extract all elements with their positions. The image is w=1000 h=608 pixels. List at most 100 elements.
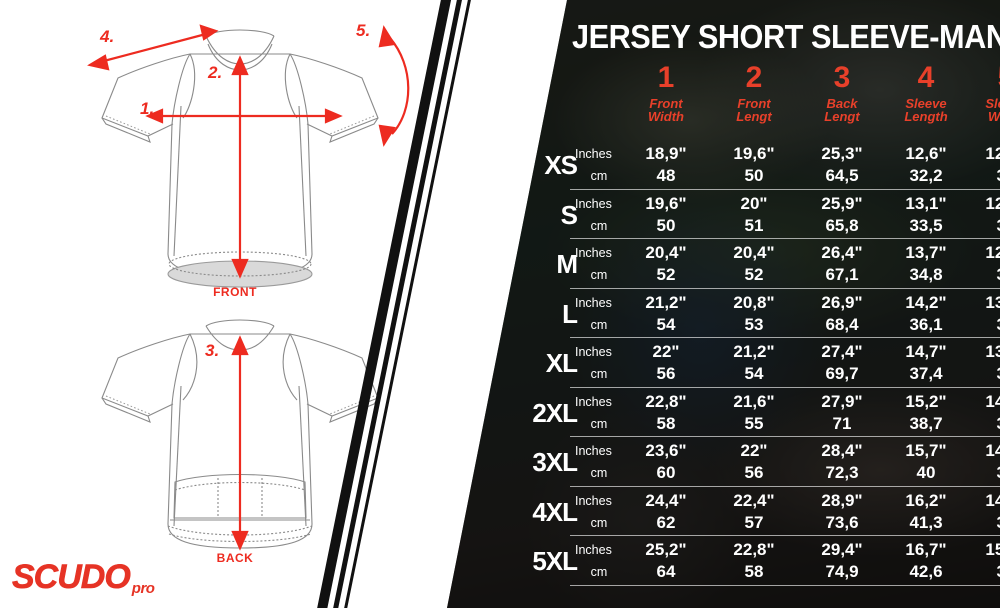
size-label: 5XL	[532, 546, 578, 576]
value-cm: 64	[656, 562, 676, 581]
value-cm: 53	[744, 314, 764, 334]
size-label: L	[562, 298, 578, 329]
value-cm: 38,7	[909, 413, 943, 433]
unit-inches: Inches	[575, 543, 612, 557]
column-header-5: 5 Sleeve Width	[963, 62, 1000, 124]
value-inches: 14,9"	[985, 490, 1000, 510]
value-inches: 13,7"	[985, 342, 1000, 361]
value-cell: 25,9" 65,8	[799, 193, 885, 237]
unit-inches: Inches	[575, 147, 612, 161]
value-cell: 22" 56	[711, 440, 797, 484]
value-cell: 14,9" 38	[963, 490, 1000, 534]
value-cm: 55	[744, 413, 764, 433]
value-cm: 58	[744, 562, 764, 581]
value-inches: 21,2"	[733, 342, 775, 361]
jersey-diagram-panel: 4. 1. 2. 5. FRONT	[0, 0, 470, 608]
column-label: Front Width	[648, 96, 684, 124]
value-inches: 22"	[740, 441, 768, 460]
row-separator	[570, 337, 1000, 338]
unit-labels: Inches cm	[575, 292, 623, 336]
value-cm: 33,5	[909, 215, 943, 235]
unit-inches: Inches	[575, 295, 612, 310]
value-inches: 16,7"	[905, 540, 947, 559]
row-separator	[570, 584, 1000, 586]
value-inches: 22,4"	[733, 490, 775, 510]
back-view-label: BACK	[216, 551, 254, 565]
value-cm: 72,3	[825, 463, 859, 482]
value-inches: 25,3"	[821, 144, 863, 163]
value-cell: 28,4" 72,3	[799, 440, 885, 484]
front-view-label: FRONT	[213, 285, 257, 299]
marker-4-label: 4.	[99, 27, 114, 46]
value-inches: 20,4"	[733, 243, 775, 262]
value-cell: 27,4" 69,7	[799, 341, 885, 385]
marker-3-label: 3.	[205, 341, 219, 360]
value-cell: 22" 56	[623, 341, 709, 385]
column-label: Back Lengt	[824, 96, 860, 124]
column-number: 3	[833, 61, 851, 94]
column-number: 4	[917, 61, 935, 94]
value-cm: 37	[963, 462, 1000, 484]
value-cm: 51	[744, 215, 764, 235]
unit-cm: cm	[590, 466, 608, 480]
brand-logo: SCUDO pro	[12, 558, 155, 598]
value-cell: 22,8" 58	[623, 391, 709, 435]
table-row: 4XL Inches cm 24,4" 62 22,4" 57 28,9" 73,6 16,2" 4…	[515, 487, 1000, 536]
value-cm: 71	[832, 413, 852, 433]
unit-cm: cm	[590, 565, 608, 579]
value-inches: 12,9"	[985, 243, 1000, 262]
value-inches: 22,8"	[733, 540, 775, 559]
value-cm: 56	[656, 364, 676, 383]
value-cell: 12,2" 31	[963, 143, 1000, 187]
value-cell: 21,6" 55	[711, 391, 797, 435]
value-cm: 31	[963, 165, 1000, 187]
unit-labels: Inches cm	[575, 341, 623, 385]
brand-logo-suffix: pro	[131, 580, 155, 597]
value-cm: 54	[656, 314, 676, 334]
value-inches: 21,2"	[645, 292, 687, 312]
unit-labels: Inches cm	[575, 391, 623, 435]
value-inches: 29,4"	[821, 540, 863, 559]
value-cell: 13,7" 35	[963, 341, 1000, 385]
value-inches: 13,3"	[985, 292, 1000, 312]
table-row: M Inches cm 20,4" 52 20,4" 52 26,4" 67,1 13,7" 34,…	[515, 239, 1000, 289]
size-label: M	[556, 249, 578, 279]
value-cm: 62	[656, 512, 676, 532]
column-header-3: 3 Back Lengt	[799, 61, 885, 124]
table-header-row: 1 Front Width 2 Front Lengt 3 Back Lengt 4 Slee…	[515, 62, 1000, 140]
value-cm: 33	[963, 264, 1000, 286]
value-cell: 22,8" 58	[711, 539, 797, 583]
value-cm: 32	[963, 215, 1000, 237]
value-cell: 21,2" 54	[711, 341, 797, 385]
size-label: S	[560, 199, 578, 230]
table-row: 5XL Inches cm 25,2" 64 22,8" 58 29,4" 74,9 16,7" 4…	[515, 536, 1000, 586]
unit-labels: Inches cm	[575, 440, 623, 484]
value-inches: 14,7"	[905, 342, 947, 361]
value-cell: 29,4" 74,9	[799, 539, 885, 583]
size-label: 4XL	[532, 496, 578, 527]
value-cell: 14,5" 37	[963, 440, 1000, 484]
value-cm: 69,7	[825, 364, 859, 383]
value-cm: 32,2	[909, 166, 943, 185]
page-title: JERSEY SHORT SLEEVE-MAN	[572, 18, 1000, 55]
value-inches: 13,7"	[905, 243, 947, 262]
value-cell: 13,3" 34	[963, 292, 1000, 336]
value-inches: 16,2"	[905, 490, 947, 510]
value-inches: 28,9"	[821, 490, 863, 510]
value-inches: 28,4"	[821, 441, 863, 460]
value-cm: 65,8	[825, 215, 859, 235]
row-separator	[570, 436, 1000, 437]
value-inches: 26,4"	[821, 243, 863, 262]
value-inches: 22,8"	[645, 391, 687, 411]
size-table: 1 Front Width 2 Front Lengt 3 Back Lengt 4 Slee…	[515, 62, 1000, 586]
value-inches: 25,9"	[821, 193, 863, 213]
value-cm: 39	[963, 561, 1000, 583]
value-inches: 20,8"	[733, 292, 775, 312]
value-cm: 52	[744, 265, 764, 284]
unit-inches: Inches	[575, 444, 612, 458]
value-inches: 18,9"	[645, 144, 687, 163]
value-cell: 15,3" 39	[963, 539, 1000, 583]
column-label: Sleeve Width	[985, 96, 1000, 124]
row-separator	[570, 386, 1000, 388]
